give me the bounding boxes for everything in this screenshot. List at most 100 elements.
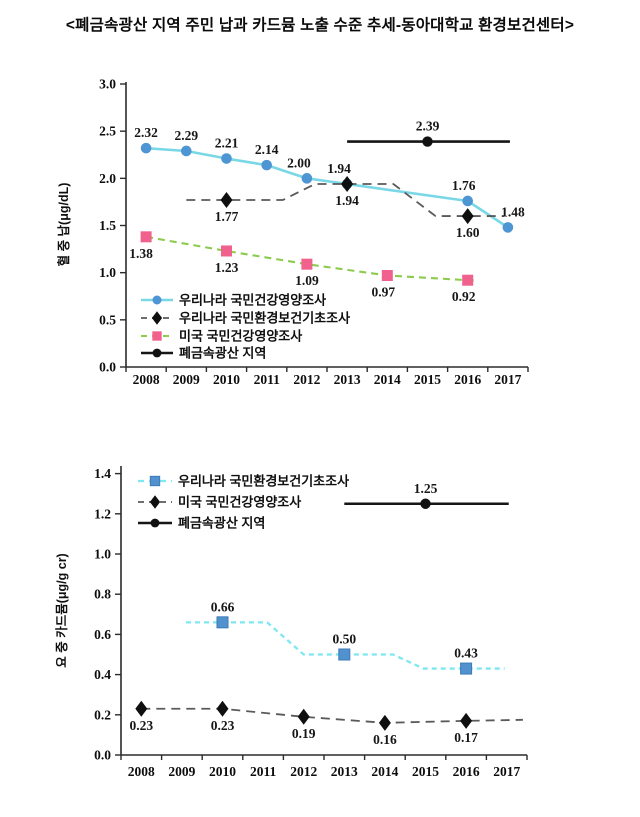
data-point-marker [460, 712, 473, 729]
value-label: 2.00 [287, 155, 311, 170]
x-tick-label: 2017 [493, 764, 520, 779]
y-tick-label: 1.0 [99, 265, 116, 280]
x-tick-label: 2017 [494, 372, 521, 387]
value-label: 0.23 [129, 718, 153, 733]
x-tick-label: 2013 [334, 372, 361, 387]
value-label: 1.38 [129, 246, 153, 261]
value-label: 2.39 [416, 119, 440, 134]
x-tick-label: 2009 [168, 764, 195, 779]
y-tick-label: 1.4 [94, 466, 111, 481]
legend-sample-marker [152, 331, 162, 341]
legend-label: 폐금속광산 지역 [179, 346, 266, 361]
data-point-marker [381, 269, 393, 281]
data-point-marker [181, 145, 192, 157]
value-label: 1.94 [335, 193, 359, 208]
value-label: 2.21 [215, 136, 239, 151]
data-point-marker [462, 195, 474, 207]
data-point-marker [341, 175, 354, 192]
y-tick-label: 0.0 [94, 748, 111, 763]
y-tick-label: 0.0 [99, 360, 116, 375]
x-tick-label: 2012 [293, 372, 320, 387]
y-tick-label: 0.4 [94, 667, 111, 682]
data-point-marker [301, 258, 313, 270]
value-label: 2.32 [134, 125, 158, 140]
data-point-marker [216, 616, 229, 629]
value-label: 1.09 [295, 273, 319, 288]
data-point-marker [221, 153, 232, 164]
data-point-marker [221, 245, 232, 257]
data-point-marker [135, 700, 148, 717]
x-tick-label: 2015 [414, 372, 441, 387]
value-label: 0.16 [373, 732, 397, 747]
x-tick-label: 2010 [209, 764, 236, 779]
value-label: 0.97 [371, 284, 395, 299]
series-line [146, 146, 509, 229]
value-label: 1.23 [215, 260, 239, 275]
legend-sample-marker [151, 311, 163, 325]
y-tick-label: 0.8 [94, 587, 111, 602]
x-tick-label: 2009 [173, 372, 200, 387]
legend-label: 우리나라 국민환경보건기초조사 [178, 474, 349, 489]
value-label: 1.48 [501, 204, 525, 219]
x-tick-label: 2016 [453, 764, 480, 779]
y-tick-label: 2.0 [99, 171, 116, 186]
y-tick-label: 1.0 [94, 547, 111, 562]
legend-label: 우리나라 국민환경보건기초조사 [179, 311, 350, 326]
blood-lead-trend-chart: 3.0 2.5 2.0 1.5 1.0 0.5 0.0 2008 2009 2010 2011 201… [56, 77, 529, 387]
x-tick-label: 2014 [374, 372, 401, 387]
data-point-marker [220, 192, 233, 209]
legend-sample-marker [149, 495, 161, 509]
x-tick-label: 2014 [371, 764, 398, 779]
legend-label: 우리나라 국민건강영양조사 [179, 293, 326, 308]
series-line [186, 183, 504, 217]
y-tick-label: 0.5 [99, 312, 116, 327]
legend-sample-marker [150, 518, 160, 528]
value-label: 1.94 [327, 161, 351, 176]
value-label: 0.17 [454, 730, 478, 745]
data-point-marker [462, 274, 474, 286]
legend-sample-marker [149, 475, 161, 487]
legend-label: 폐금속광산 지역 [178, 516, 265, 531]
data-point-marker [378, 714, 391, 731]
y-tick-label: 1.5 [99, 218, 116, 233]
x-tick-label: 2008 [128, 764, 155, 779]
data-point-marker [140, 142, 152, 154]
y-tick-label: 0.6 [94, 627, 111, 642]
x-tick-label: 2016 [454, 372, 481, 387]
y-axis-title: 요 중 카드뮴(μg/g cr) [54, 553, 69, 667]
x-tick-label: 2010 [213, 372, 240, 387]
y-tick-label: 3.0 [99, 77, 116, 92]
urinary-cadmium-trend-chart: 1.4 1.2 1.0 0.8 0.6 0.4 0.2 0.0 2008 2009 2010 2011… [54, 466, 528, 779]
x-tick-label: 2013 [331, 764, 358, 779]
data-point-marker [338, 648, 351, 661]
value-label: 1.76 [452, 178, 476, 193]
value-label: 0.43 [454, 646, 478, 661]
y-tick-label: 1.2 [94, 506, 111, 521]
value-label: 0.66 [211, 599, 235, 614]
x-tick-label: 2012 [290, 764, 317, 779]
value-label: 1.77 [215, 209, 239, 224]
value-label: 0.19 [292, 726, 316, 741]
x-tick-label: 2008 [133, 372, 160, 387]
y-tick-label: 2.5 [99, 124, 116, 139]
data-point-marker [216, 700, 229, 717]
x-tick-label: 2015 [412, 764, 439, 779]
legend-label: 미국 국민건강영양조사 [179, 329, 302, 344]
legend-label: 미국 국민건강영양조사 [178, 495, 301, 510]
data-point-marker [261, 159, 273, 171]
value-label: 0.23 [211, 718, 235, 733]
legend-sample-marker [152, 295, 162, 305]
data-point-marker [422, 136, 433, 147]
value-label: 1.60 [456, 225, 480, 240]
x-tick-label: 2011 [254, 372, 281, 387]
page-title: <폐금속광산 지역 주민 납과 카드뮴 노출 수준 추세-동아대학교 환경보건센… [65, 17, 575, 34]
data-point-marker [420, 498, 431, 509]
legend-sample-marker [152, 348, 162, 358]
x-tick-label: 2011 [250, 764, 277, 779]
data-point-marker [461, 208, 474, 225]
data-point-marker [502, 222, 514, 233]
data-point-marker [297, 708, 310, 725]
data-point-marker [460, 662, 473, 675]
value-label: 2.14 [255, 142, 279, 157]
